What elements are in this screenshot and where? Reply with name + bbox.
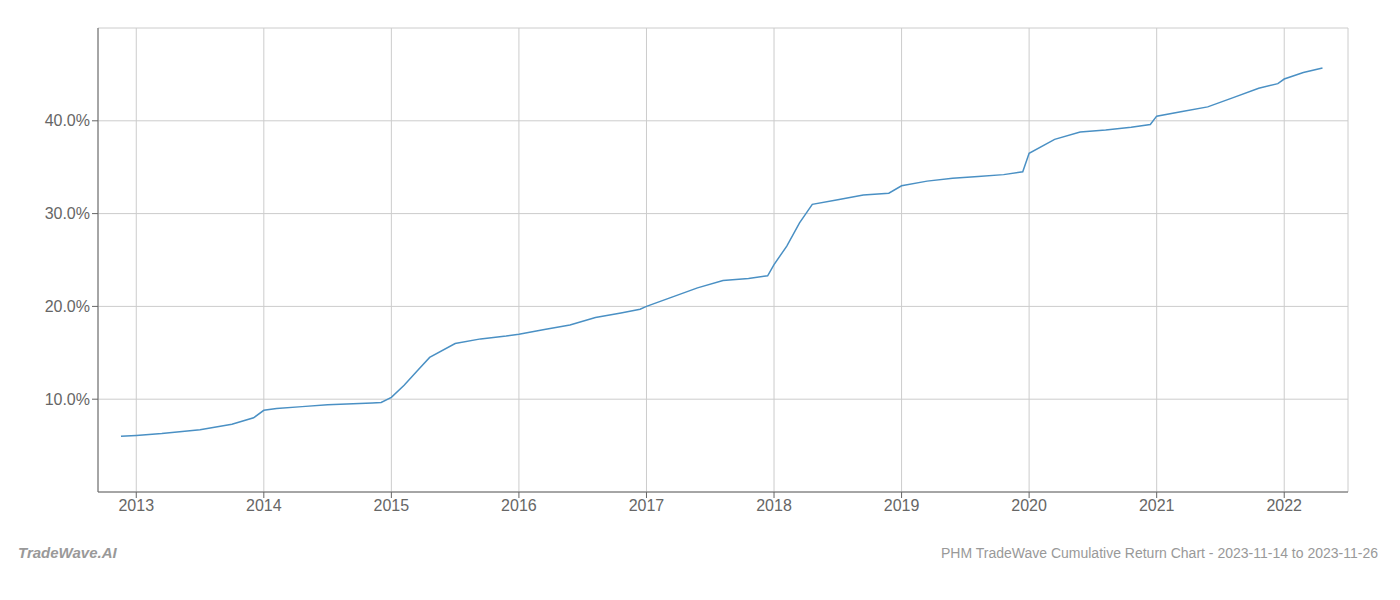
svg-text:40.0%: 40.0% xyxy=(45,112,90,129)
svg-text:30.0%: 30.0% xyxy=(45,205,90,222)
svg-text:2015: 2015 xyxy=(374,497,410,514)
svg-text:2013: 2013 xyxy=(118,497,154,514)
html-text:TradeWave.AI: TradeWave.AI xyxy=(18,544,117,561)
svg-text:2017: 2017 xyxy=(629,497,665,514)
svg-text:2022: 2022 xyxy=(1266,497,1302,514)
svg-text:2020: 2020 xyxy=(1011,497,1047,514)
svg-text:2021: 2021 xyxy=(1139,497,1175,514)
html-text:PHM TradeWave Cumulative Retur: PHM TradeWave Cumulative Return Chart - … xyxy=(940,545,1378,561)
svg-text:20.0%: 20.0% xyxy=(45,298,90,315)
svg-text:2019: 2019 xyxy=(884,497,920,514)
svg-text:10.0%: 10.0% xyxy=(45,391,90,408)
svg-text:2016: 2016 xyxy=(501,497,537,514)
svg-text:2014: 2014 xyxy=(246,497,282,514)
svg-text:2018: 2018 xyxy=(756,497,792,514)
